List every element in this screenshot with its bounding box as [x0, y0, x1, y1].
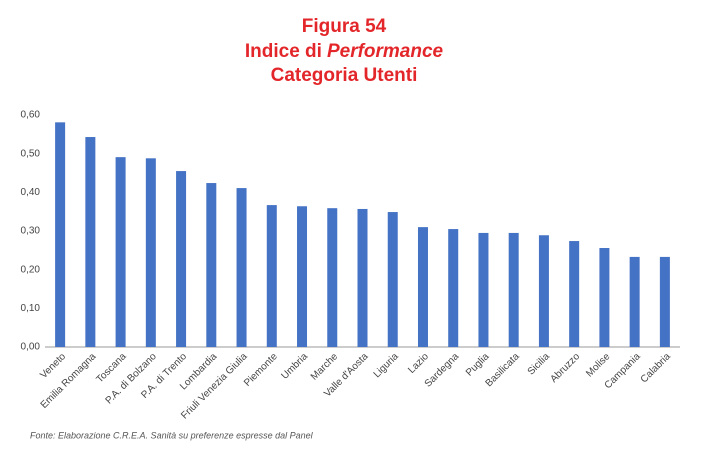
- bar: [206, 183, 217, 347]
- bar: [538, 235, 549, 347]
- bar: [266, 205, 277, 347]
- x-tick-label: Liguria: [372, 351, 401, 380]
- bar: [478, 232, 489, 347]
- bar: [569, 241, 580, 347]
- y-tick-label: 0,10: [21, 303, 41, 314]
- bar: [659, 256, 670, 347]
- bar: [297, 206, 308, 347]
- bar: [145, 158, 156, 347]
- x-tick-label: Piemonte: [242, 351, 280, 389]
- y-tick-label: 0,40: [21, 187, 41, 198]
- bar: [115, 157, 126, 347]
- x-tick-label: Abruzzo: [548, 351, 582, 385]
- y-tick-label: 0,30: [21, 226, 41, 237]
- y-tick-label: 0,20: [21, 264, 41, 275]
- bar: [176, 171, 187, 347]
- bar: [599, 248, 610, 347]
- bar: [327, 208, 338, 347]
- x-tick-label: Basilicata: [484, 351, 522, 389]
- y-tick-label: 0,00: [21, 342, 41, 353]
- bar: [55, 122, 66, 347]
- x-tick-label: Sicilia: [526, 351, 553, 378]
- bar: [236, 188, 247, 347]
- x-tick-label: Lazio: [406, 351, 431, 376]
- bar: [448, 229, 459, 347]
- chart-title: Categoria Utenti: [271, 65, 418, 86]
- x-tick-label: Calabria: [639, 351, 673, 385]
- bar: [508, 232, 519, 347]
- chart-title: Indice di: [245, 41, 322, 62]
- chart-title: Indice di Performance: [245, 41, 444, 62]
- bar: [357, 208, 368, 347]
- x-tick-label: Puglia: [464, 351, 492, 379]
- bar: [387, 212, 398, 347]
- x-tick-label: Umbria: [279, 351, 310, 382]
- bar: [629, 256, 640, 347]
- x-tick-label: Emilia Romagna: [39, 351, 99, 411]
- chart-title: Performance: [327, 41, 444, 62]
- source-note: Fonte: Elaborazione C.R.E.A. Sanità su p…: [30, 430, 314, 440]
- y-tick-label: 0,60: [21, 110, 41, 121]
- x-tick-label: Molise: [584, 351, 613, 380]
- y-tick-label: 0,50: [21, 148, 41, 159]
- chart-title: Figura 54: [302, 16, 387, 37]
- bar: [85, 137, 96, 347]
- bar: [417, 227, 428, 347]
